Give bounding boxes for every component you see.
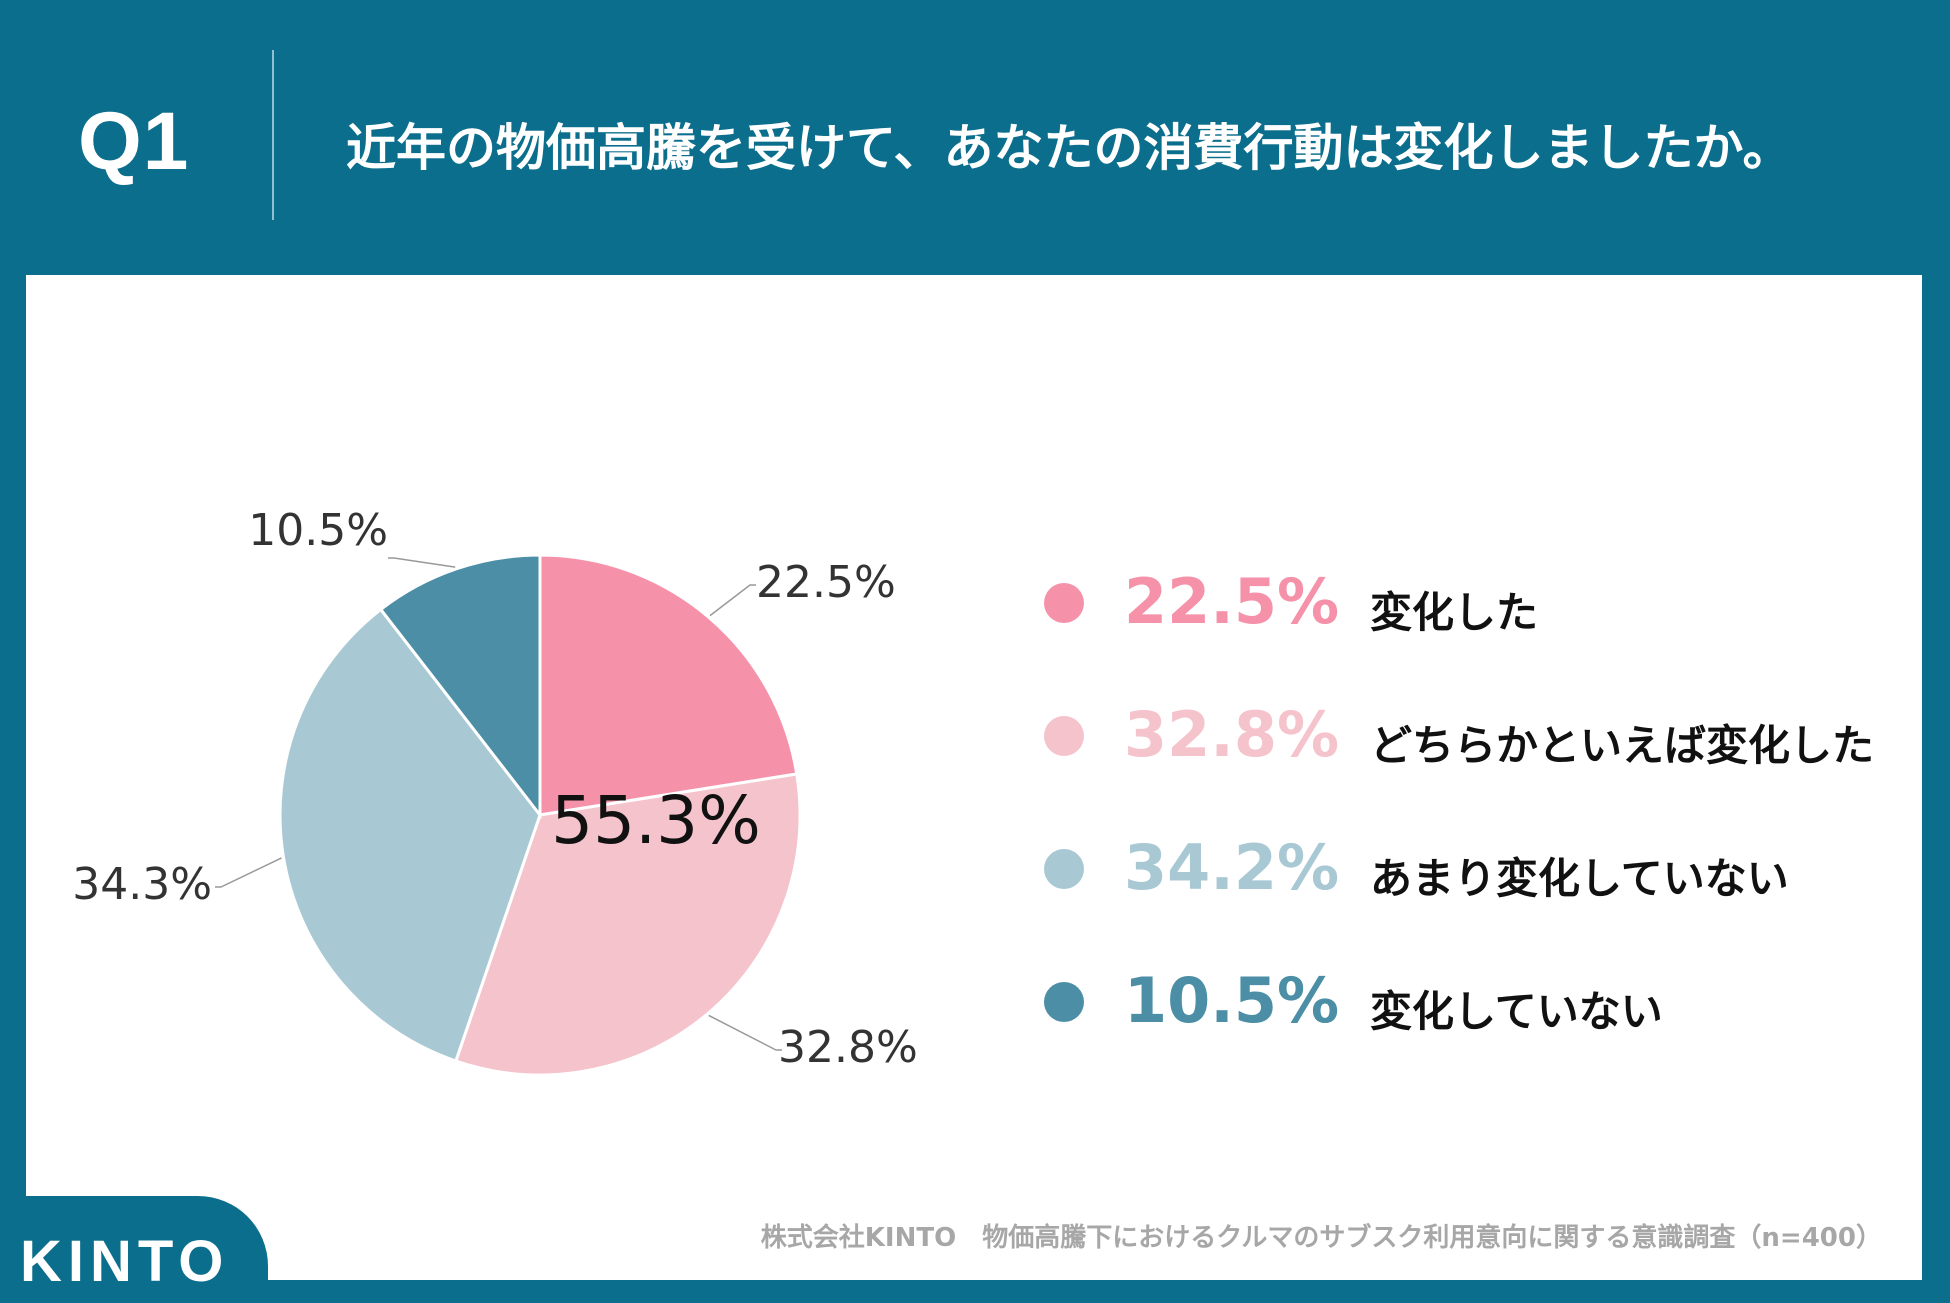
legend-label: どちらかといえば変化した: [1370, 721, 1875, 770]
center-annotation: 55.3%: [551, 782, 761, 859]
legend-label: 変化した: [1370, 588, 1539, 637]
pie-slice-not-changed: [378, 553, 542, 820]
question-text: 近年の物価高騰を受けて、あなたの消費行動は変化しましたか。: [346, 119, 1793, 177]
pie-slice-not-much-changed: [278, 607, 542, 1063]
slice-label: 32.8%: [778, 1022, 918, 1073]
logo-tab: [0, 1196, 268, 1303]
slice-label: 34.3%: [72, 859, 212, 910]
header-bar: Q1 近年の物価高騰を受けて、あなたの消費行動は変化しましたか。: [0, 0, 1950, 275]
slice-label: 10.5%: [248, 505, 388, 556]
pie-slice-somewhat-changed: [453, 772, 802, 1077]
legend-label: 変化していない: [1370, 987, 1663, 1036]
leader-line: [708, 1014, 782, 1051]
legend-value: 34.2%: [1124, 831, 1340, 904]
legend-dot: [1044, 982, 1084, 1022]
legend-value: 32.8%: [1124, 698, 1340, 771]
legend-dot: [1044, 849, 1084, 889]
leader-line: [388, 557, 456, 568]
legend-label: あまり変化していない: [1370, 854, 1789, 903]
leader-line: [709, 584, 756, 617]
question-label: Q1: [78, 96, 190, 187]
pie-chart: 22.5% 32.8% 34.3% 10.5% 55.3%: [72, 505, 918, 1077]
pie-slice-changed: [538, 553, 799, 817]
kinto-logo: KINTO: [20, 1229, 230, 1294]
legend-value: 10.5%: [1124, 964, 1340, 1037]
legend-dot: [1044, 716, 1084, 756]
bottom-strip: [0, 1280, 1950, 1303]
legend-dot: [1044, 583, 1084, 623]
source-note: 株式会社KINTO 物価高騰下におけるクルマのサブスク利用意向に関する意識調査（…: [760, 1223, 1882, 1253]
slice-label: 22.5%: [756, 557, 896, 608]
chart-panel: 22.5% 32.8% 34.3% 10.5% 55.3% 22.5% 変化した 32.…: [26, 275, 1922, 1280]
header-divider: [272, 50, 274, 220]
leader-line: [215, 857, 282, 888]
legend-value: 22.5%: [1124, 565, 1340, 638]
